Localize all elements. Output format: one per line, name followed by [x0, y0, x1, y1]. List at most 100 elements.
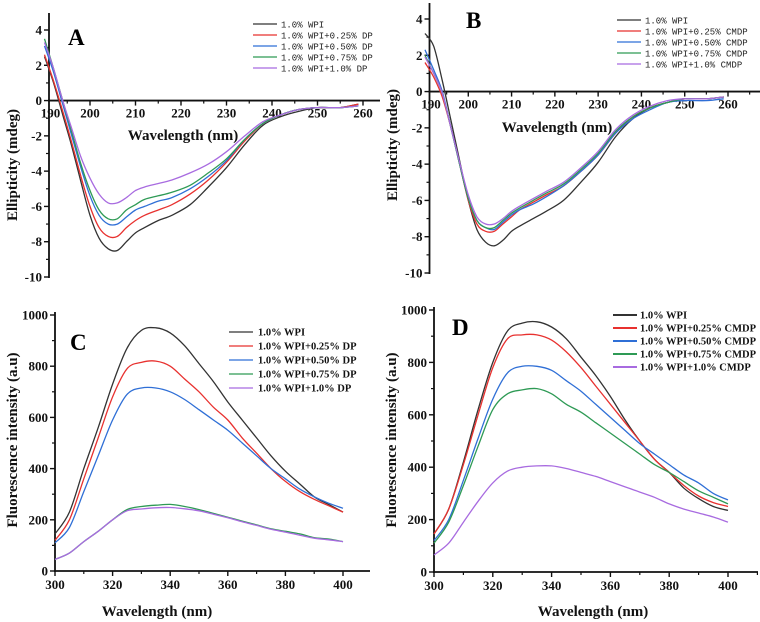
y-axis-label: Fluorescence intensity (a.u): [384, 352, 400, 527]
x-tick-label: 220: [171, 106, 191, 121]
x-axis-label: Wavelength (nm): [128, 128, 238, 144]
x-axis-label: Wavelength (nm): [502, 120, 612, 136]
panel-label: C: [70, 330, 87, 355]
x-tick-label: 320: [483, 578, 503, 593]
y-tick-label: -6: [412, 193, 423, 208]
x-tick-label: 360: [601, 578, 621, 593]
series-line-0: [433, 320, 729, 535]
legend-label: 1.0% WPI+0.50% CMDP: [640, 337, 757, 348]
y-tick-label: 2: [36, 58, 43, 73]
y-tick-label: 200: [29, 512, 49, 527]
y-tick-label: 0: [416, 84, 423, 99]
y-tick-label: -4: [31, 164, 42, 179]
y-tick-label: -10: [25, 270, 42, 285]
x-tick-label: 260: [718, 97, 738, 112]
y-tick-label: 0: [36, 93, 43, 108]
x-axis-label: Wavelength (nm): [538, 604, 648, 620]
legend-label: 1.0% WPI+0.50% CMDP: [645, 39, 748, 49]
series-line-1: [433, 333, 729, 535]
y-tick-label: 600: [408, 407, 428, 422]
x-tick-label: 300: [45, 577, 65, 592]
x-tick-label: 400: [333, 577, 353, 592]
series-line-0: [43, 56, 359, 252]
legend-label: 1.0% WPI+0.75% CMDP: [640, 350, 757, 361]
y-axis-label: Fluorescence intensity (a.u): [5, 352, 21, 527]
y-tick-label: -2: [31, 128, 42, 143]
y-tick-label: 4: [416, 12, 423, 27]
panel-label: B: [466, 8, 481, 33]
x-tick-label: 210: [126, 106, 146, 121]
legend-label: 1.0% WPI+0.75% DP: [281, 54, 373, 64]
series-line-4: [433, 465, 729, 556]
x-tick-label: 230: [588, 97, 608, 112]
x-tick-label: 200: [459, 97, 479, 112]
x-tick-label: 340: [542, 578, 562, 593]
series-line-4: [43, 42, 359, 205]
y-tick-label: 200: [408, 512, 428, 527]
y-tick-label: 600: [29, 410, 49, 425]
y-tick-label: 1000: [22, 308, 48, 323]
x-tick-label: 400: [718, 578, 738, 593]
y-axis-label: Ellipticity (mdeg): [385, 89, 401, 201]
x-tick-label: 190: [421, 97, 441, 112]
x-tick-label: 200: [80, 106, 100, 121]
panel-label: A: [68, 25, 85, 50]
x-tick-label: 260: [353, 106, 373, 121]
legend-label: 1.0% WPI+0.25% CMDP: [645, 28, 748, 38]
legend-label: 1.0% WPI+0.25% DP: [258, 342, 357, 353]
x-axis-label: Wavelength (nm): [102, 604, 212, 620]
legend-label: 1.0% WPI+1.0% CMDP: [645, 61, 742, 71]
x-tick-label: 190: [41, 106, 61, 121]
x-tick-label: 230: [217, 106, 237, 121]
series-line-1: [424, 62, 724, 233]
y-tick-label: 800: [408, 355, 428, 370]
series-line-1: [54, 360, 344, 541]
x-tick-label: 320: [103, 577, 123, 592]
x-tick-label: 380: [659, 578, 679, 593]
legend-label: 1.0% WPI: [281, 21, 324, 31]
series-line-1: [43, 54, 359, 239]
series-line-2: [433, 365, 729, 541]
y-tick-label: -4: [412, 157, 423, 172]
x-tick-label: 300: [424, 578, 444, 593]
legend-label: 1.0% WPI: [640, 311, 687, 322]
x-tick-label: 220: [545, 97, 565, 112]
series-line-0: [54, 326, 344, 535]
legend-label: 1.0% WPI+0.50% DP: [258, 356, 357, 367]
y-axis-label: Ellipticity (mdeg): [5, 109, 21, 221]
y-tick-label: -8: [31, 234, 42, 249]
legend-label: 1.0% WPI+0.75% DP: [258, 370, 357, 381]
y-tick-label: 0: [421, 565, 428, 580]
series-line-3: [424, 55, 724, 230]
series-line-4: [424, 56, 724, 226]
x-tick-label: 380: [276, 577, 296, 592]
y-tick-label: 800: [29, 359, 49, 374]
y-tick-label: -2: [412, 120, 423, 135]
x-tick-label: 210: [502, 97, 522, 112]
legend-label: 1.0% WPI+0.25% DP: [281, 32, 373, 42]
legend-label: 1.0% WPI+0.75% CMDP: [645, 50, 748, 60]
y-tick-label: 400: [408, 460, 428, 475]
y-tick-label: 4: [36, 23, 43, 38]
series-line-2: [54, 386, 344, 544]
series-line-3: [433, 387, 729, 544]
y-tick-label: 400: [29, 461, 49, 476]
series-line-4: [54, 506, 344, 561]
legend-label: 1.0% WPI+0.50% DP: [281, 43, 373, 53]
legend-label: 1.0% WPI+0.25% CMDP: [640, 324, 757, 335]
y-tick-label: 2: [416, 48, 423, 63]
x-tick-label: 250: [308, 106, 328, 121]
legend-label: 1.0% WPI: [258, 328, 305, 339]
y-tick-label: -8: [412, 229, 423, 244]
legend-label: 1.0% WPI+1.0% DP: [258, 384, 352, 395]
y-tick-label: 1000: [401, 303, 427, 318]
y-tick-label: -10: [405, 266, 422, 281]
legend-label: 1.0% WPI+1.0% DP: [281, 65, 367, 75]
y-tick-label: 0: [42, 564, 49, 579]
legend-label: 1.0% WPI: [645, 17, 688, 27]
